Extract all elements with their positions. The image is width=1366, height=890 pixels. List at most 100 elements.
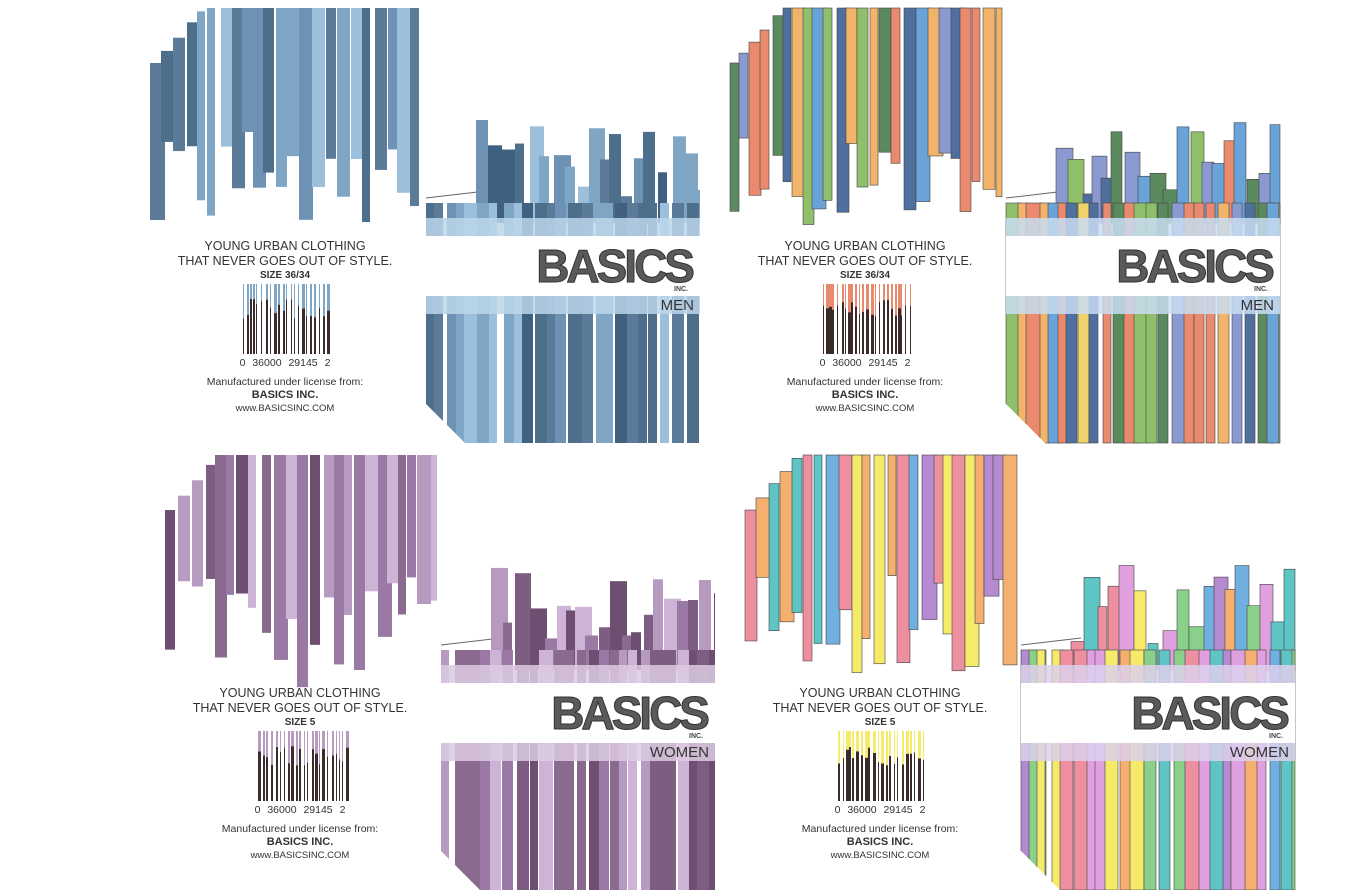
skyline-stripe [299,8,313,220]
barcode-bar [881,731,884,801]
barcode-tint [838,731,840,764]
license-text: Manufactured under license from: [787,376,943,388]
barcode-tint [291,284,292,300]
white-band [1021,683,1295,743]
brand-logo: BASICS [551,687,708,739]
stripe [530,650,538,890]
barcode-tint [906,731,909,754]
barcode-tint [247,284,249,315]
skyline-stripe [276,8,287,187]
building [658,172,667,223]
brand-sub: INC. [674,286,688,293]
barcode-tint [881,731,884,764]
skyline-stripe [845,7,858,144]
skyline-stripe [431,455,437,601]
building [539,156,549,223]
stripe [1036,649,1046,890]
barcode-bar [894,731,895,801]
stripe [489,203,497,443]
skyline-stripe [938,7,953,154]
skyline-stripe [221,8,232,147]
barcode-tint [283,284,285,311]
stripe [610,650,619,890]
barcode-bar [284,731,285,801]
skyline-stripe [887,454,897,576]
barcode-tint [286,284,287,300]
barcode-bar [286,284,287,354]
barcode-bar [299,731,301,801]
skyline-stripe [802,454,813,662]
skyline-stripe [822,7,833,201]
barcode-tint [865,731,868,758]
barcode-number: 0 36000 29145 2 [835,804,926,816]
skyline-stripe [274,455,288,660]
barcode-tint [823,284,824,306]
building [515,573,531,670]
barcode-tint [307,731,308,763]
barcode-tint [339,731,340,760]
brand-logo: BASICS [1116,240,1273,292]
barcode-bar [342,731,343,801]
stripe [648,203,657,443]
stripe [605,203,613,443]
tagline: YOUNG URBAN CLOTHING [204,239,365,253]
barcode-bar [906,731,909,801]
skyline-stripe [825,454,841,645]
size-label: SIZE 5 [865,717,896,728]
barcode-bar [878,731,879,801]
barcode-tint [859,284,860,314]
white-band [1006,236,1280,296]
tagline: YOUNG URBAN CLOTHING [219,686,380,700]
building [688,600,698,670]
barcode-bar [842,284,844,354]
barcode-tint [253,284,255,300]
barcode-tint [849,731,851,748]
barcode-tint [845,284,846,309]
skyline-stripe [248,455,256,608]
barcode-bar [296,731,298,801]
company-name: BASICS INC. [832,389,899,401]
barcode-tint [319,284,320,308]
barcode-tint [243,284,244,319]
skyline-stripe [971,7,981,182]
barcode-tint [855,284,857,307]
barcode-tint [829,284,832,307]
barcode-tint [910,731,912,754]
barcode-tint [866,284,869,310]
barcode-tint [861,731,863,756]
barcode-tint [271,731,273,765]
light-band [1006,218,1280,238]
barcode-bar [322,731,325,801]
skyline-stripe [744,509,758,642]
barcode-bar [291,731,294,801]
barcode-tint [322,731,325,750]
barcode-tint [250,284,252,300]
barcode-bar [306,284,307,354]
website: www.BASICSINC.COM [235,403,335,414]
skyline-stripe [417,455,431,605]
skyline-stripe [782,7,792,183]
light-band [426,296,700,314]
barcode-tint [298,284,299,306]
barcode-tint [302,284,305,309]
company-name: BASICS INC. [267,836,334,848]
skyline-stripe [729,62,740,212]
skyline-stripe [974,454,985,624]
barcode-bar [826,284,829,354]
skyline-stripe [215,455,227,658]
barcode-bar [250,284,252,354]
brand-sub: INC. [689,733,703,740]
barcode-bar [278,284,280,354]
skyline-stripe [365,455,378,592]
barcode-bar [346,731,349,801]
barcode-tint [886,731,888,766]
barcode-bar [849,731,851,801]
barcode-bar [910,731,912,801]
barcode-bar [283,284,285,354]
skyline-stripe [192,480,203,587]
barcode-tint [327,284,330,311]
skyline-stripe [324,455,335,598]
barcode-tint [914,731,915,753]
barcode-bar [312,731,314,801]
brand-logo: BASICS [536,240,693,292]
